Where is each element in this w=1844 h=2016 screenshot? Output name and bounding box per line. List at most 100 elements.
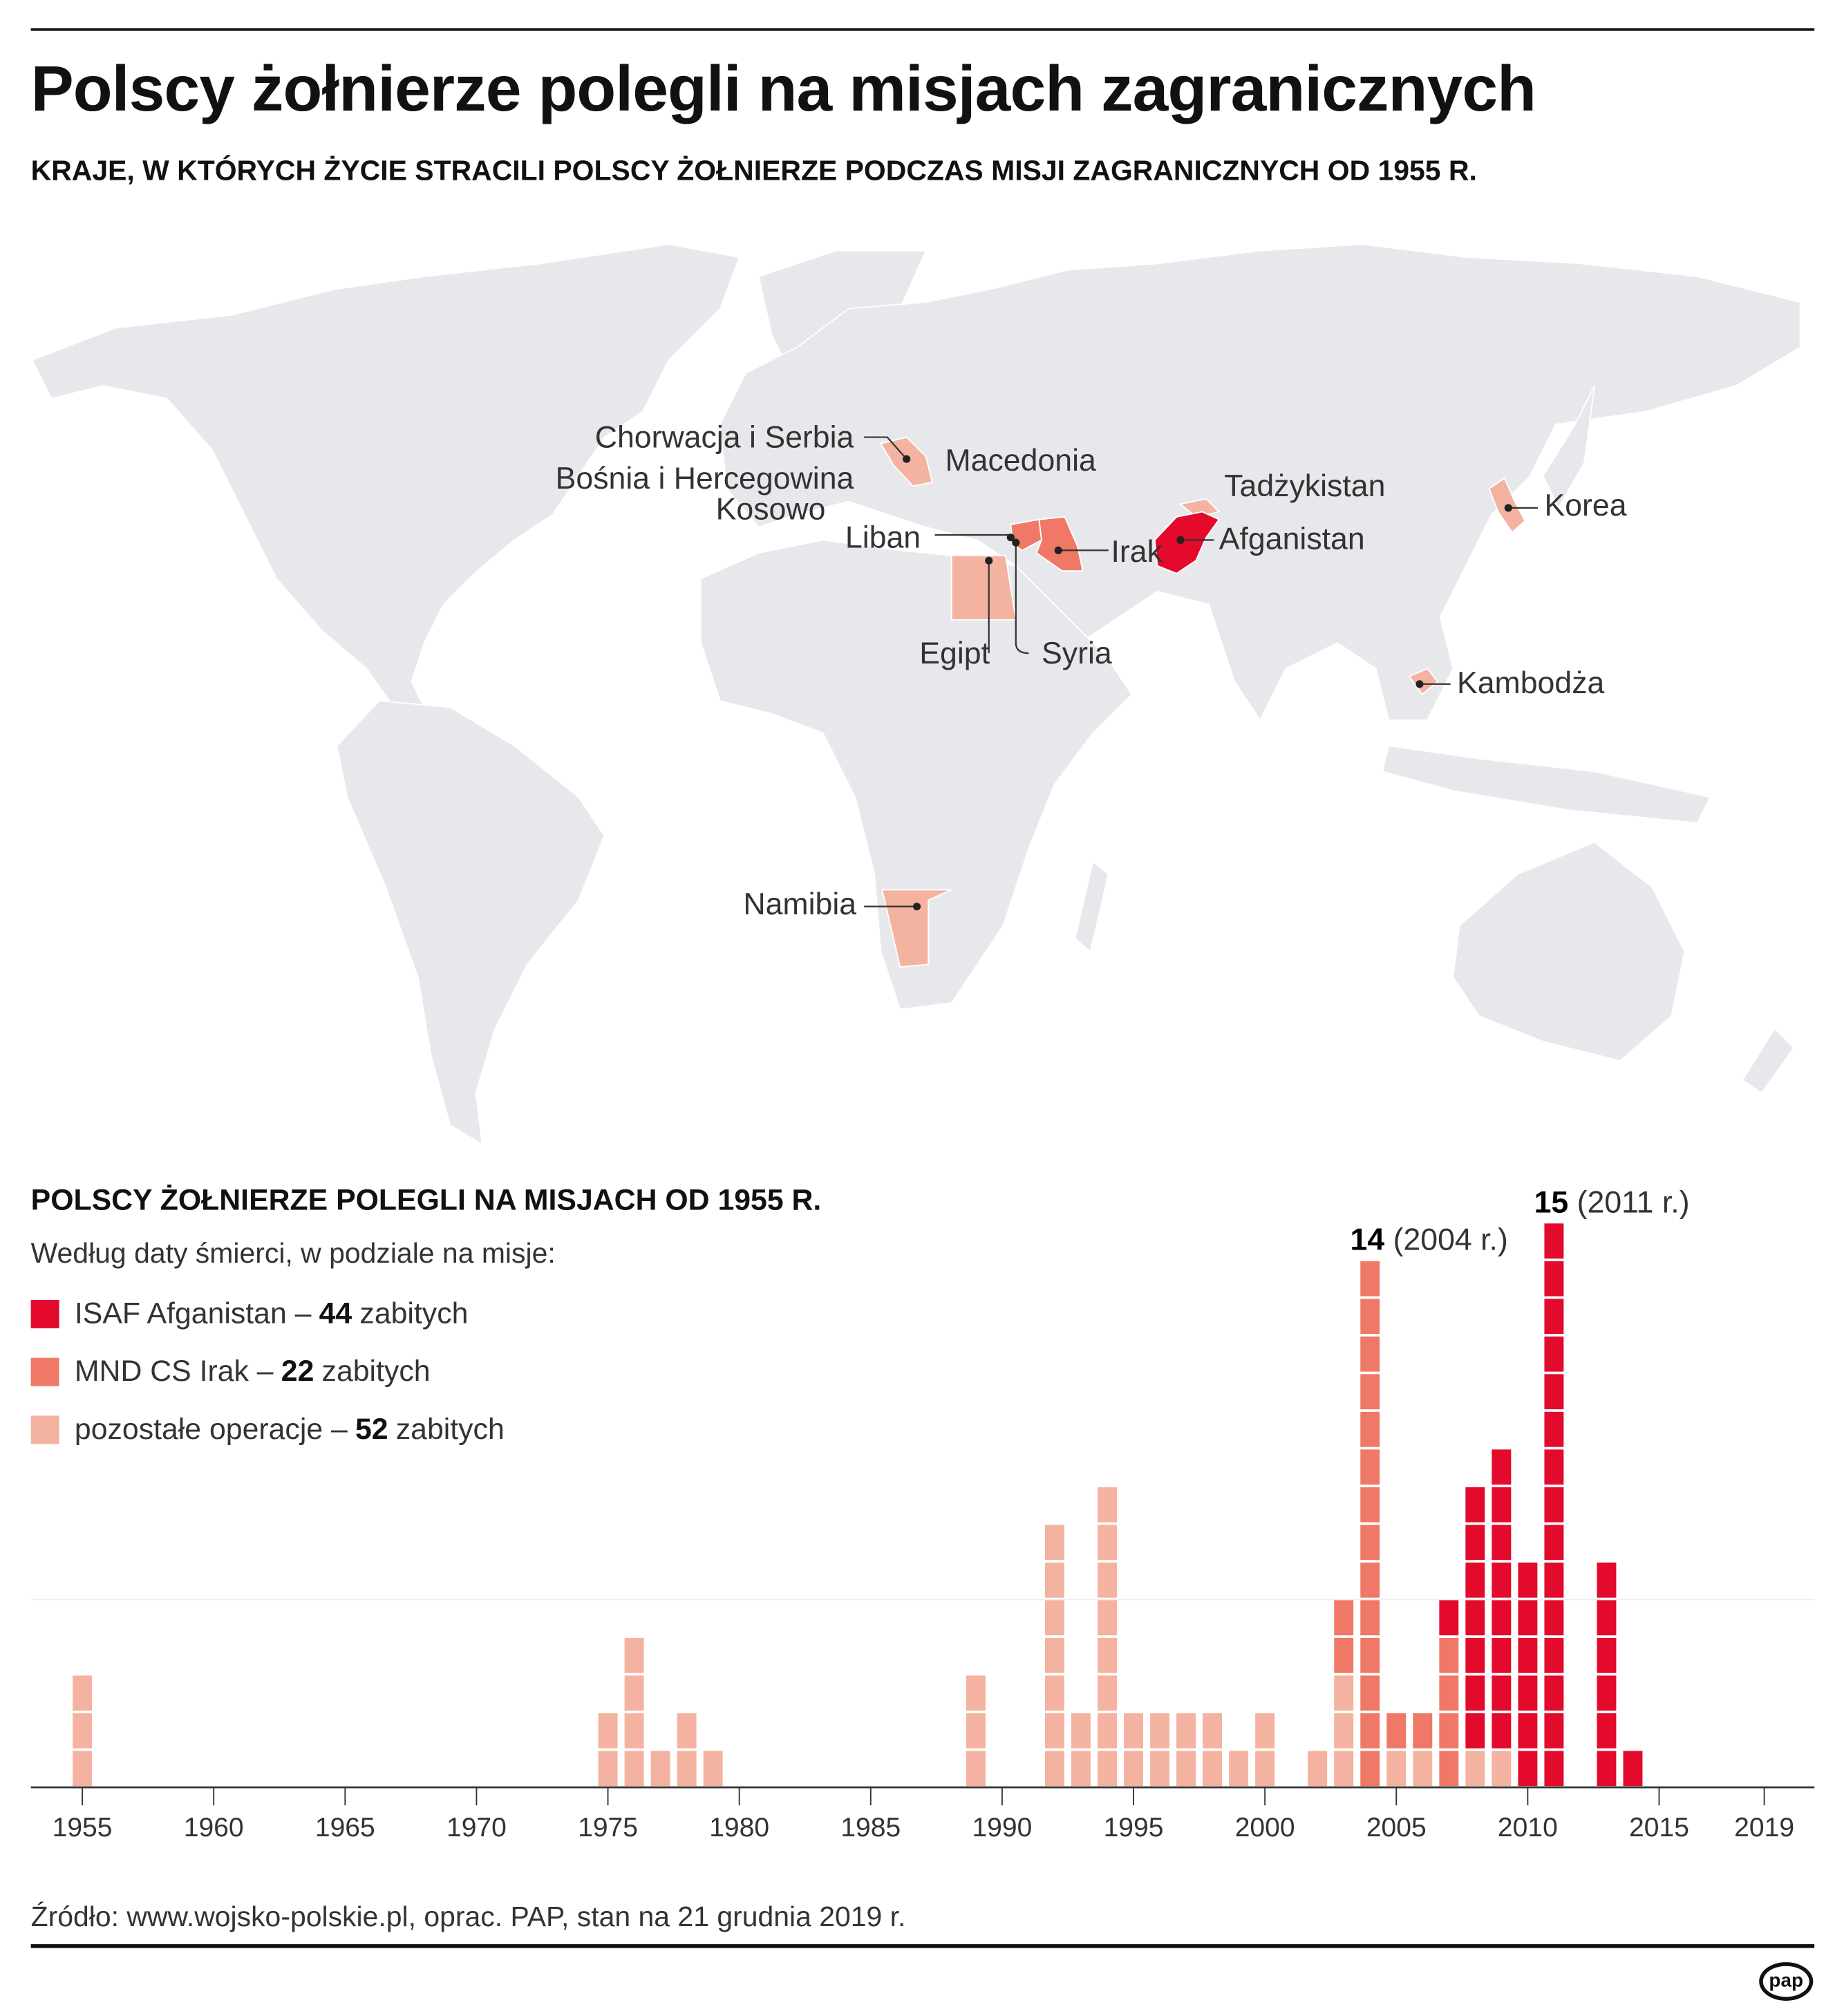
country-afghanistan: [1154, 511, 1221, 574]
bar-block-2004: [1360, 1562, 1380, 1598]
bar-block-1994: [1098, 1713, 1117, 1749]
bar-block-2009: [1492, 1487, 1512, 1523]
label-kosowo: Kosowo: [716, 493, 826, 527]
legend-swatch-irak: [30, 1357, 59, 1386]
tick-label: 1980: [709, 1813, 769, 1843]
bar-block-1996: [1150, 1713, 1170, 1749]
country-tajikistan: [1178, 498, 1221, 518]
chart-subtitle: Według daty śmierci, w podziale na misje…: [30, 1236, 556, 1270]
bar-block-2009: [1492, 1751, 1512, 1787]
bar-block-2013: [1597, 1637, 1617, 1673]
bar-block-2011: [1544, 1411, 1564, 1447]
bar-block-1994: [1098, 1751, 1117, 1787]
bar-block-2009: [1492, 1713, 1512, 1749]
legend-unit: zabitych: [359, 1296, 469, 1330]
bar-block-1996: [1150, 1751, 1170, 1787]
bar-block-2010: [1518, 1751, 1538, 1787]
bar-block-2009: [1492, 1562, 1512, 1598]
bar-block-1989: [966, 1713, 986, 1749]
bar-block-2013: [1597, 1713, 1617, 1749]
label-chorwacja: Chorwacja i Serbia: [595, 420, 854, 454]
bar-block-2005: [1386, 1713, 1406, 1749]
bar-block-2004: [1360, 1713, 1380, 1749]
bar-block-2003: [1334, 1675, 1354, 1711]
bar-block-2009: [1492, 1449, 1512, 1485]
tick-label: 2010: [1498, 1813, 1558, 1843]
label-namibia: Namibia: [743, 887, 856, 921]
bar-block-2011: [1544, 1336, 1564, 1372]
bar-block-2003: [1334, 1600, 1354, 1636]
bar-block-2011: [1544, 1600, 1564, 1636]
legend-swatch-isaf: [30, 1299, 59, 1328]
bar-block-2011: [1544, 1562, 1564, 1598]
highlighted-countries: [880, 436, 1526, 968]
bar-block-2008: [1465, 1637, 1485, 1673]
label-irak: Irak: [1111, 535, 1163, 569]
legend-count: 22: [281, 1354, 314, 1388]
bar-block-2007: [1439, 1675, 1459, 1711]
tick-label: 1990: [972, 1813, 1032, 1843]
bar-block-2011: [1544, 1751, 1564, 1787]
map-labels: Chorwacja i Serbia Bośnia i Hercegowina …: [556, 420, 1627, 921]
bar-block-1994: [1098, 1562, 1117, 1598]
bar-block-1994: [1098, 1637, 1117, 1673]
bar-block-2009: [1492, 1600, 1512, 1636]
legend-label: MND CS Irak –: [74, 1354, 274, 1388]
indonesia: [1381, 745, 1711, 824]
bar-block-2004: [1360, 1637, 1380, 1673]
bar-block-2011: [1544, 1449, 1564, 1485]
top-rule: [30, 28, 1815, 31]
bar-block-1999: [1229, 1751, 1249, 1787]
tick-label: 1985: [840, 1813, 901, 1843]
bar-block-2003: [1334, 1751, 1354, 1787]
bar-block-2007: [1439, 1600, 1459, 1636]
page-subtitle: KRAJE, W KTÓRYCH ŻYCIE STRACILI POLSCY Ż…: [30, 154, 1477, 187]
tick-label: 1965: [315, 1813, 375, 1843]
bar-block-2008: [1465, 1713, 1485, 1749]
bar-block-2005: [1386, 1751, 1406, 1787]
bar-block-1997: [1176, 1751, 1196, 1787]
bars: [73, 1223, 1643, 1787]
north-america: [31, 243, 741, 722]
bar-block-2009: [1492, 1525, 1512, 1561]
annotation-2004: 14 (2004 r.): [1351, 1223, 1508, 1256]
bar-block-2003: [1334, 1637, 1354, 1673]
bar-block-2011: [1544, 1525, 1564, 1561]
bar-block-1994: [1098, 1525, 1117, 1561]
bar-block-1992: [1045, 1713, 1064, 1749]
bar-block-2010: [1518, 1562, 1538, 1598]
bar-block-2013: [1597, 1675, 1617, 1711]
bar-block-1975: [598, 1751, 618, 1787]
bar-block-2009: [1492, 1637, 1512, 1673]
bar-block-1994: [1098, 1600, 1117, 1636]
bar-chart: 1955 1960 1965 1970 1975 1980 1985 1990 1995 2000…: [30, 1185, 1815, 1843]
bar-block-1992: [1045, 1675, 1064, 1711]
bar-block-2004: [1360, 1261, 1380, 1297]
bar-block-2004: [1360, 1449, 1380, 1485]
bar-block-1992: [1045, 1637, 1064, 1673]
bar-block-1955: [73, 1751, 93, 1787]
south-america: [336, 700, 605, 1146]
bar-block-2010: [1518, 1713, 1538, 1749]
label-bosnia: Bośnia i Hercegowina: [556, 462, 854, 496]
bar-block-1976: [624, 1751, 644, 1787]
bar-block-2011: [1544, 1374, 1564, 1410]
bar-block-1976: [624, 1637, 644, 1673]
bar-block-2008: [1465, 1675, 1485, 1711]
bar-block-2000: [1255, 1713, 1275, 1749]
bar-block-1995: [1124, 1713, 1143, 1749]
world-map: Chorwacja i Serbia Bośnia i Hercegowina …: [31, 243, 1801, 1146]
label-egipt: Egipt: [919, 637, 990, 670]
leader-lines: [864, 436, 1539, 907]
bar-block-1993: [1071, 1751, 1091, 1787]
bar-block-1976: [624, 1713, 644, 1749]
bar-block-2011: [1544, 1261, 1564, 1297]
bar-block-1997: [1176, 1713, 1196, 1749]
label-liban: Liban: [845, 521, 921, 555]
label-macedonia: Macedonia: [945, 444, 1096, 478]
x-ticks: 1955 1960 1965 1970 1975 1980 1985 1990 1995 2000…: [53, 1787, 1794, 1843]
bar-block-1975: [598, 1713, 618, 1749]
bar-block-1978: [677, 1713, 697, 1749]
annotation-2011: 15 (2011 r.): [1534, 1185, 1690, 1219]
